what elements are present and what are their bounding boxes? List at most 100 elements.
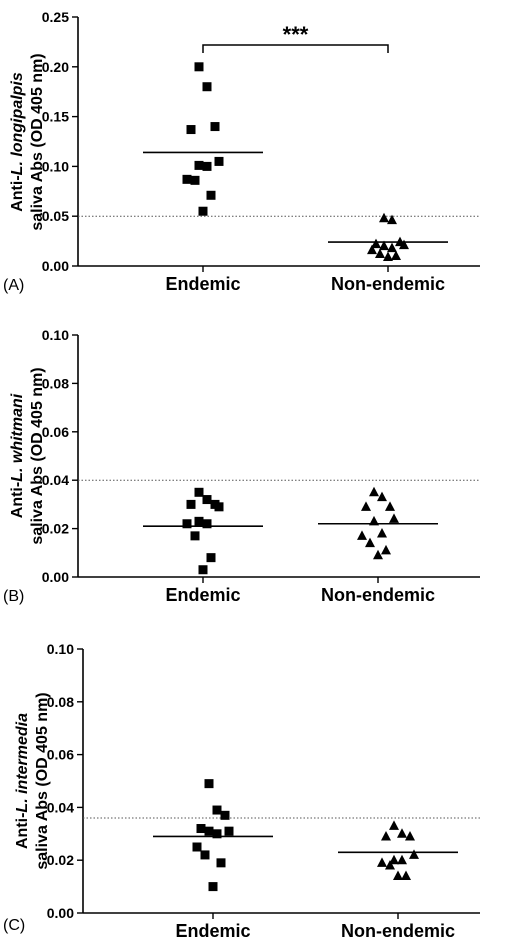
- data-point-square: [190, 175, 200, 185]
- data-point-triangle: [399, 239, 409, 250]
- data-point-square: [220, 810, 230, 820]
- significance-bracket: [202, 44, 389, 53]
- data-point-triangle: [391, 250, 401, 261]
- data-point-triangle: [409, 849, 419, 859]
- data-point-square: [194, 62, 204, 72]
- chart-panel-1: 0.00 0.05 0.10 0.15 0.20 0.25 Endemic Non-endem…: [3, 9, 480, 294]
- y-axis-label-line: saliva Abs (OD 405 nm): [29, 367, 46, 544]
- data-point-triangle: [385, 859, 395, 870]
- y-tick-label: 0.02: [42, 521, 69, 537]
- y-tick-label: 0.00: [42, 258, 69, 274]
- data-point-triangle: [379, 240, 389, 251]
- chart-panel-3: 0.00 0.02 0.04 0.06 0.08 0.10 Endemic Non-endem…: [3, 641, 480, 941]
- y-axis-label-part: L. intermedia: [14, 713, 31, 813]
- data-point-triangle: [387, 242, 397, 253]
- x-category-label: Non-endemic: [321, 585, 435, 605]
- data-point-triangle: [397, 828, 407, 838]
- data-point-square: [212, 829, 222, 839]
- data-point-triangle: [377, 491, 387, 502]
- y-axis-label-part: L. longipalpis: [9, 72, 26, 175]
- data-point-square: [212, 805, 222, 815]
- data-point-square: [186, 499, 196, 509]
- x-category-label: Endemic: [175, 921, 250, 941]
- y-tick-label: 0.08: [42, 375, 69, 391]
- data-point-triangle: [387, 214, 397, 225]
- data-point-triangle: [389, 820, 399, 830]
- data-point-triangle: [401, 870, 411, 881]
- y-tick-label: 0.15: [42, 109, 69, 125]
- y-tick-label: 0.04: [42, 472, 69, 488]
- y-axis-label: Anti-L. whitmani saliva Abs (OD 405 nm): [9, 367, 46, 544]
- data-point-triangle: [375, 248, 385, 259]
- data-point-square: [214, 502, 224, 512]
- data-point-square: [204, 826, 214, 836]
- data-point-square: [208, 882, 218, 892]
- y-tick-label: 0.10: [42, 158, 69, 174]
- y-axis-label: Anti-L. intermedia saliva Abs (OD 405 nm): [14, 692, 51, 869]
- data-point-triangle: [377, 857, 387, 867]
- data-point-square: [204, 779, 214, 789]
- data-point-triangle: [393, 870, 403, 881]
- data-point-square: [202, 82, 212, 92]
- data-point-square: [206, 190, 216, 200]
- data-point-triangle: [371, 238, 381, 249]
- data-point-triangle: [357, 530, 367, 540]
- significance-label: ***: [283, 22, 309, 47]
- data-point-triangle: [389, 513, 399, 523]
- data-point-triangle: [383, 251, 393, 262]
- y-tick-label: 0.00: [47, 905, 74, 921]
- y-tick-label: 0.06: [47, 747, 74, 763]
- data-point-square: [210, 122, 220, 132]
- data-point-triangle: [381, 544, 391, 555]
- y-axis-label-part: Anti-: [9, 482, 26, 518]
- data-point-square: [192, 842, 202, 852]
- panel-label: (B): [3, 588, 24, 605]
- data-point-square: [194, 487, 204, 497]
- data-point-triangle: [373, 549, 383, 560]
- data-point-square: [186, 125, 196, 135]
- data-point-square: [206, 553, 216, 563]
- data-point-square: [190, 531, 200, 541]
- panel-label: (C): [3, 917, 25, 934]
- data-point-triangle: [377, 527, 387, 538]
- data-point-square: [198, 565, 208, 575]
- data-point-square: [214, 156, 224, 166]
- data-point-triangle: [405, 830, 415, 841]
- y-tick-label: 0.02: [47, 852, 74, 868]
- data-point-triangle: [361, 501, 371, 511]
- data-point-triangle: [379, 212, 389, 223]
- y-tick-label: 0.20: [42, 59, 69, 75]
- data-point-square: [202, 161, 212, 171]
- y-axis-label-part: Anti-: [14, 813, 31, 849]
- data-point-square: [216, 858, 226, 868]
- data-point-triangle: [381, 830, 391, 841]
- y-axis-label-line: Anti-L. longipalpis: [9, 72, 26, 212]
- y-axis-label: Anti-L. longipalpis saliva Abs (OD 405 nm…: [9, 53, 46, 230]
- data-point-square: [198, 206, 208, 216]
- data-point-square: [224, 826, 234, 836]
- data-point-square: [194, 516, 204, 526]
- data-point-square: [202, 519, 212, 529]
- data-point-square: [196, 824, 206, 834]
- data-point-square: [200, 850, 210, 860]
- y-axis-label-part: saliva Abs (OD 405 nm): [29, 53, 46, 230]
- data-point-square: [202, 495, 212, 505]
- data-point-triangle: [367, 244, 377, 255]
- y-axis-label-line: saliva Abs (OD 405 nm): [29, 53, 46, 230]
- y-tick-label: 0.08: [47, 694, 74, 710]
- y-tick-label: 0.25: [42, 9, 69, 25]
- x-category-label: Endemic: [165, 585, 240, 605]
- x-category-label: Non-endemic: [341, 921, 455, 941]
- data-point-triangle: [397, 854, 407, 865]
- y-tick-label: 0.00: [42, 569, 69, 585]
- y-tick-label: 0.10: [42, 327, 69, 343]
- y-tick-label: 0.10: [47, 641, 74, 657]
- data-point-triangle: [369, 486, 379, 497]
- y-axis-label-line: Anti-L. whitmani: [9, 393, 26, 518]
- y-axis-label-line: Anti-L. intermedia: [14, 713, 31, 849]
- y-tick-label: 0.05: [42, 208, 69, 224]
- y-axis-label-part: saliva Abs (OD 405 nm): [29, 367, 46, 544]
- data-point-triangle: [385, 501, 395, 511]
- panel-label: (A): [3, 277, 24, 294]
